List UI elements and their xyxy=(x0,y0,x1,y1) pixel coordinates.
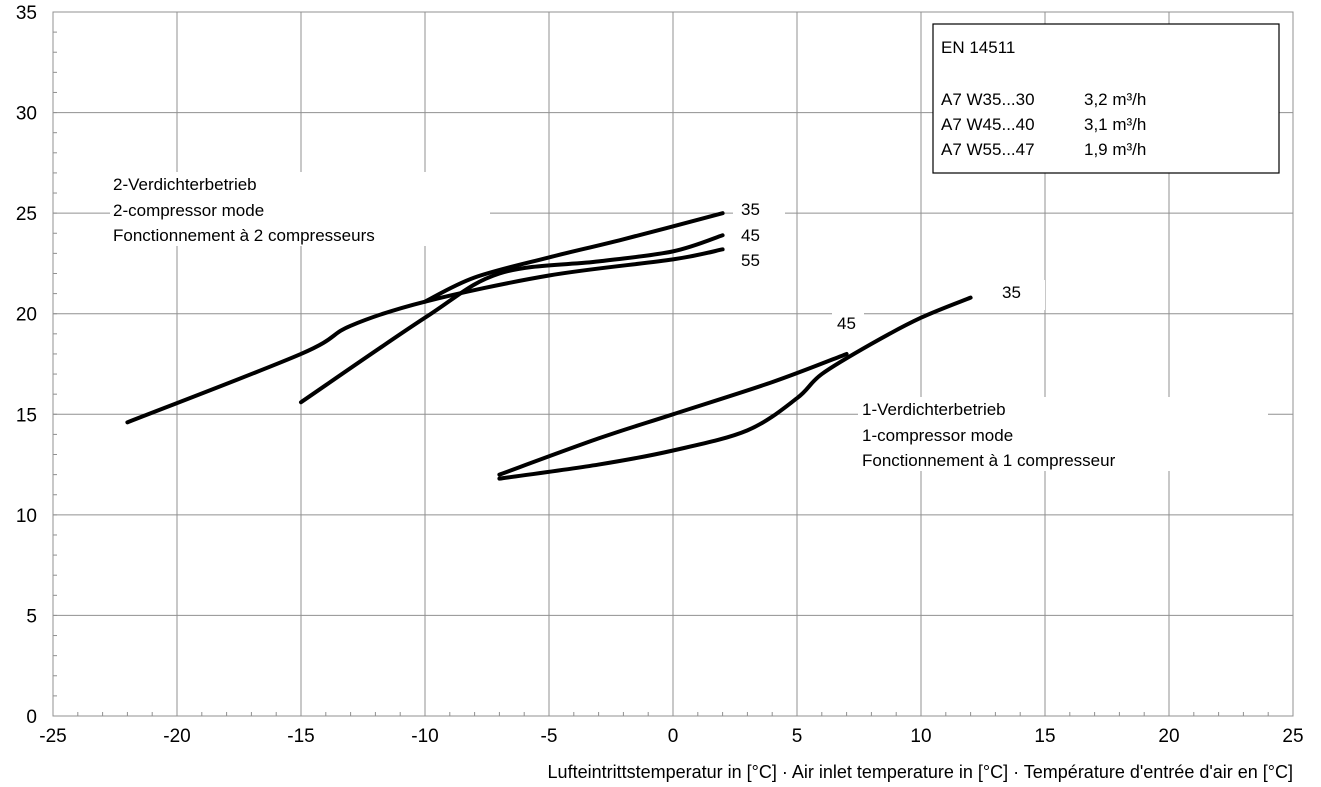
annotation-2-line-2: 2-compressor mode xyxy=(113,201,264,220)
legend-row-3-value: 1,9 m³/h xyxy=(1084,140,1146,159)
legend-box xyxy=(932,23,1280,174)
grid xyxy=(52,11,1294,717)
y-tick-label: 15 xyxy=(16,405,37,426)
annotation-2-compressor: 2-Verdichterbetrieb 2-compressor mode Fo… xyxy=(110,172,490,246)
y-tick-label: 35 xyxy=(16,3,37,24)
x-tick-label: -20 xyxy=(163,726,190,747)
legend-row-1-value: 3,2 m³/h xyxy=(1084,90,1146,109)
annotation-1-line-1: 1-Verdichterbetrieb xyxy=(862,400,1006,419)
legend-row-1-label: A7 W35...30 xyxy=(941,90,1035,109)
series-label-1-35: 35 xyxy=(1002,283,1021,302)
annotation-1-line-3: Fonctionnement à 1 compresseur xyxy=(862,451,1116,470)
annotation-2-line-1: 2-Verdichterbetrieb xyxy=(113,175,257,194)
y-tick-label: 25 xyxy=(16,204,37,225)
plot-frame xyxy=(52,11,1294,717)
y-tick-label: 5 xyxy=(26,606,37,627)
annotation-1-line-2: 1-compressor mode xyxy=(862,426,1013,445)
legend-row-2-label: A7 W45...40 xyxy=(941,115,1035,134)
x-tick-label: -10 xyxy=(411,726,438,747)
series-label-2-55: 55 xyxy=(741,251,760,270)
legend: EN 14511 A7 W35...30 3,2 m³/h A7 W45...4… xyxy=(932,23,1280,174)
legend-row-2-value: 3,1 m³/h xyxy=(1084,115,1146,134)
annotation-2-line-3: Fonctionnement à 2 compresseurs xyxy=(113,226,375,245)
y-tick-label: 0 xyxy=(26,707,37,728)
series-lines xyxy=(125,211,973,481)
y-tick-label: 30 xyxy=(16,104,37,125)
legend-row-3-label: A7 W55...47 xyxy=(941,140,1035,159)
x-tick-label: 15 xyxy=(1034,726,1055,747)
series-line-2-compressor-55 xyxy=(125,247,725,425)
series-labels-2: 35 45 55 xyxy=(733,198,785,270)
series-label-1-45: 45 xyxy=(837,314,856,333)
x-tick-label: 5 xyxy=(792,726,803,747)
series-line-1-compressor-35 xyxy=(497,295,973,481)
x-tick-label: -15 xyxy=(287,726,314,747)
x-tick-label: 20 xyxy=(1158,726,1179,747)
series-line-2-compressor-35 xyxy=(423,211,725,304)
series-line-1-compressor-45 xyxy=(497,351,849,477)
series-labels-1: 45 35 xyxy=(832,280,1045,336)
legend-title: EN 14511 xyxy=(941,38,1015,57)
annotation-1-compressor: 1-Verdichterbetrieb 1-compressor mode Fo… xyxy=(858,397,1268,471)
x-tick-label: -5 xyxy=(541,726,558,747)
series-label-2-35: 35 xyxy=(741,200,760,219)
x-axis-label: Lufteintrittstemperatur in [°C] · Air in… xyxy=(548,762,1293,782)
axis-ticks: -25 -20 -15 -10 -5 0 5 10 15 20 25 0 5 10 15 20 25 30 35 xyxy=(16,3,1304,747)
x-tick-label: -25 xyxy=(39,726,66,747)
y-tick-label: 10 xyxy=(16,506,37,527)
x-tick-label: 0 xyxy=(668,726,679,747)
y-tick-label: 20 xyxy=(16,305,37,326)
series-label-2-45: 45 xyxy=(741,226,760,245)
x-tick-label: 25 xyxy=(1282,726,1303,747)
series-line-2-compressor-45 xyxy=(299,233,725,405)
x-tick-label: 10 xyxy=(910,726,931,747)
